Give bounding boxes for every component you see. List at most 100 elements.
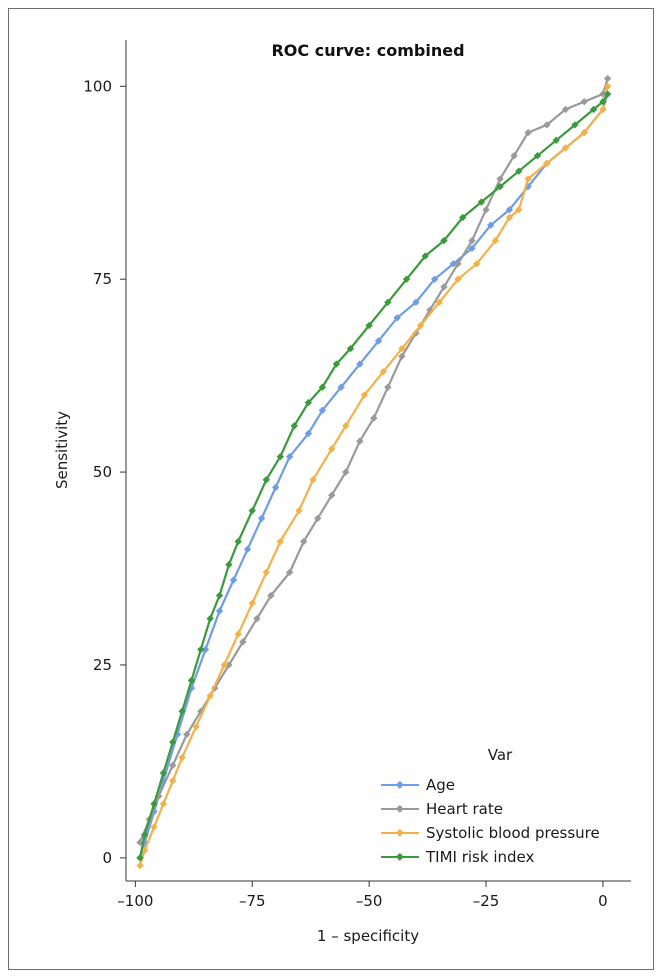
data-point (416, 321, 425, 330)
data-point (192, 723, 200, 731)
data-point (487, 221, 495, 229)
data-point (178, 753, 186, 762)
legend-label: TIMI risk index (425, 848, 534, 866)
data-point (524, 175, 532, 183)
data-point (276, 537, 284, 546)
data-point (365, 321, 373, 330)
data-point (290, 422, 299, 430)
x-tick-label: –75 (239, 892, 266, 910)
data-point (271, 483, 280, 492)
data-point (285, 568, 294, 577)
series-layer (136, 74, 612, 870)
data-point (435, 298, 443, 307)
data-point (561, 144, 570, 152)
data-point (374, 337, 383, 345)
data-point (384, 383, 392, 391)
data-point (169, 777, 177, 785)
data-point (599, 105, 607, 114)
data-point (234, 630, 242, 638)
data-point (243, 545, 252, 553)
series-age (136, 90, 612, 862)
y-tick-label: 50 (93, 463, 112, 481)
data-point (505, 206, 514, 214)
data-point (440, 283, 448, 291)
legend-title: Var (488, 746, 513, 764)
data-point (206, 614, 214, 623)
data-point (379, 368, 387, 376)
data-point (398, 352, 406, 361)
data-point (262, 568, 270, 577)
legend-item: Age (381, 776, 455, 794)
y-tick-label: 0 (102, 849, 112, 867)
data-point (300, 537, 308, 546)
data-point (524, 128, 532, 137)
data-point (449, 260, 457, 268)
y-tick-label: 75 (93, 270, 112, 288)
data-point (328, 445, 336, 453)
data-point (533, 152, 542, 160)
data-point (136, 861, 144, 870)
y-axis-title: Sensitivity (53, 411, 71, 489)
legend-swatch-marker (395, 852, 404, 861)
data-point (229, 576, 238, 584)
data-point (603, 74, 612, 83)
data-point (430, 275, 439, 283)
data-point (248, 599, 256, 607)
data-point (318, 383, 327, 391)
data-point (356, 360, 364, 368)
data-point (276, 452, 284, 461)
x-axis-title: 1 – specificity (317, 927, 419, 945)
x-tick-label: –25 (473, 892, 500, 910)
data-point (225, 661, 233, 669)
data-point (454, 260, 462, 268)
data-point (346, 344, 355, 353)
legend-swatch-marker (395, 828, 404, 837)
legend-item: TIMI risk index (381, 848, 534, 866)
series-heart-rate (136, 74, 612, 847)
data-point (482, 206, 490, 214)
series-line (138, 93, 609, 859)
legend-swatch-marker (395, 804, 404, 813)
data-point (267, 591, 275, 600)
data-point (215, 607, 224, 615)
data-point (454, 275, 462, 283)
data-point (473, 260, 481, 268)
series-line (138, 78, 609, 843)
data-point (234, 537, 242, 546)
data-point (136, 854, 144, 862)
data-point (342, 468, 350, 476)
data-point (571, 121, 579, 129)
data-point (561, 105, 570, 114)
data-point (304, 398, 313, 407)
series-timi-risk-index (136, 90, 612, 862)
data-point (318, 406, 327, 415)
data-point (515, 206, 523, 214)
y-tick-label: 25 (93, 656, 112, 674)
data-point (384, 298, 392, 307)
data-point (468, 244, 476, 252)
chart-title: ROC curve: combined (271, 41, 464, 60)
data-point (150, 823, 158, 831)
data-point (360, 391, 369, 399)
data-point (477, 198, 486, 206)
data-point (304, 429, 313, 438)
data-point (150, 800, 158, 808)
data-point (257, 514, 266, 523)
data-point (337, 383, 345, 391)
data-point (328, 491, 336, 499)
x-ticks: –100 –75 –50 –25 0 (117, 881, 608, 910)
data-point (402, 275, 411, 283)
data-point (285, 452, 294, 461)
data-point (183, 730, 191, 739)
data-point (342, 422, 350, 430)
data-point (253, 614, 261, 623)
data-point (262, 476, 270, 484)
data-point (580, 128, 588, 137)
legend-item: Systolic blood pressure (381, 824, 600, 842)
legend: Var Age Heart rate Systolic blood pressure… (381, 746, 600, 866)
data-point (356, 437, 364, 445)
data-point (201, 645, 210, 654)
data-point (248, 506, 256, 515)
data-point (370, 414, 378, 422)
